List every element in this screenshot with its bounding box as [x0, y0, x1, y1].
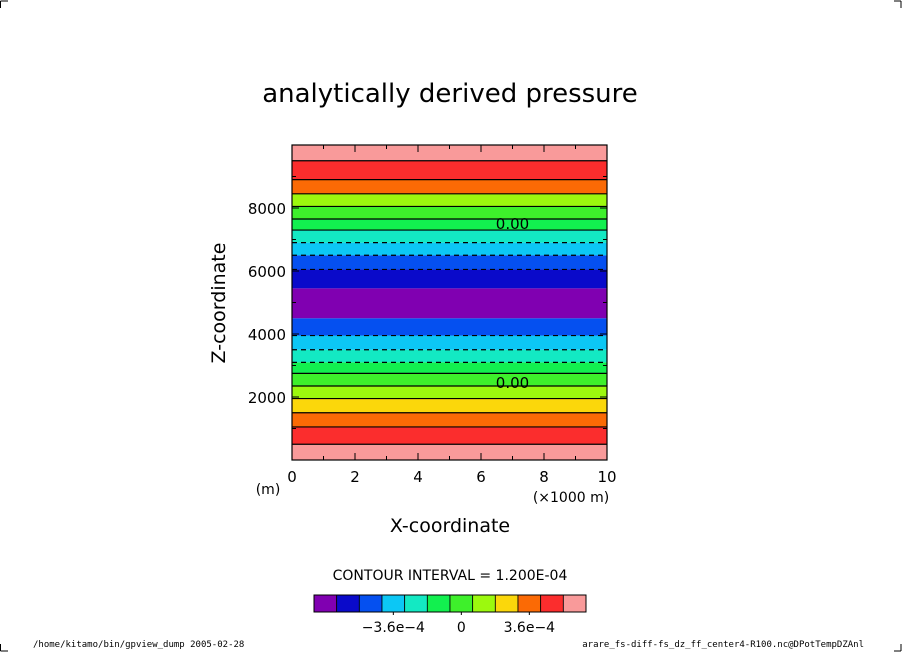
chart-title: analytically derived pressure — [262, 79, 638, 109]
colorbar-swatch — [562, 594, 587, 613]
contour-interval-text: CONTOUR INTERVAL = 1.200E-04 — [333, 568, 568, 584]
color-band — [292, 242, 607, 256]
colorbar-swatch — [358, 594, 383, 613]
color-band — [292, 288, 607, 319]
x-unit-label: (×1000 m) — [533, 490, 609, 506]
color-bands — [292, 145, 607, 460]
colorbar-swatch — [517, 594, 542, 613]
colorbar-labels: −3.6e−4 0 3.6e−4 — [362, 612, 555, 636]
colorbar-swatch — [336, 594, 360, 613]
colorbar-swatch — [494, 594, 519, 613]
color-band — [292, 362, 607, 374]
colorbar-swatch — [313, 594, 338, 613]
colorbar-swatch — [426, 594, 451, 613]
color-band — [292, 398, 607, 413]
x-axis-ticks: 0 2 4 6 8 10 — [287, 145, 617, 486]
color-band — [292, 412, 607, 427]
color-band — [292, 193, 607, 207]
color-band — [292, 206, 607, 220]
colorbar-swatch — [472, 594, 496, 613]
color-band — [292, 385, 607, 399]
colorbar-swatch — [404, 594, 428, 613]
footer-left: /home/kitamo/bin/gpview_dump 2005-02-28 — [33, 640, 245, 650]
color-band — [292, 373, 607, 386]
colorbar — [313, 594, 587, 613]
y-axis-ticks: 2000 4000 6000 8000 — [248, 176, 607, 429]
y-tick-label: 6000 — [248, 263, 286, 281]
color-band — [292, 349, 607, 363]
color-band — [292, 426, 607, 445]
color-band — [292, 219, 607, 231]
colorbar-label: 3.6e−4 — [504, 620, 556, 636]
y-tick-label: 4000 — [248, 326, 286, 344]
color-band — [292, 230, 607, 243]
colorbar-label: 0 — [457, 620, 466, 636]
colorbar-label: −3.6e−4 — [362, 620, 425, 636]
contour-labels: 0.00 0.00 — [496, 215, 529, 392]
x-axis-title: X-coordinate — [390, 515, 510, 537]
colorbar-swatch — [381, 594, 406, 613]
y-axis-title: Z-coordinate — [208, 243, 230, 364]
color-band — [292, 160, 607, 180]
color-band — [292, 444, 607, 460]
y-unit-label: (m) — [256, 482, 281, 498]
x-tick-label: 4 — [413, 468, 423, 486]
colorbar-frame — [313, 594, 587, 613]
color-band — [292, 335, 607, 350]
x-tick-label: 0 — [287, 468, 297, 486]
color-band — [292, 318, 607, 336]
contour-lines — [292, 160, 607, 445]
colorbar-swatch — [540, 594, 564, 613]
contour-label: 0.00 — [496, 374, 529, 392]
color-band — [292, 145, 607, 161]
y-tick-label: 8000 — [248, 200, 286, 218]
color-band — [292, 269, 607, 289]
y-tick-label: 2000 — [248, 389, 286, 407]
color-band — [292, 179, 607, 194]
color-band — [292, 255, 607, 270]
x-tick-label: 8 — [539, 468, 549, 486]
x-tick-label: 6 — [476, 468, 486, 486]
footer-right: arare_fs-diff-fs_dz_ff_center4-R100.nc@D… — [582, 640, 864, 650]
x-tick-label: 2 — [350, 468, 360, 486]
contour-label: 0.00 — [496, 215, 529, 233]
colorbar-swatch — [449, 594, 474, 613]
x-tick-label: 10 — [597, 468, 616, 486]
